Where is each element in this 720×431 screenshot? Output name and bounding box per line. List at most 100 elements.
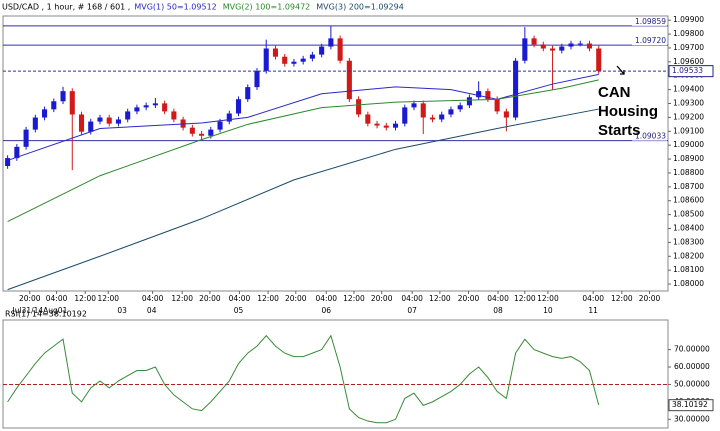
candle-body [171,111,177,120]
y-tick-label: 1.09900 [673,15,704,24]
y-tick-label: 1.09100 [673,126,704,135]
level-label-box [632,132,667,141]
y-tick-label: 1.08400 [673,224,704,233]
candle-body [429,117,436,120]
candle-body [272,48,279,57]
candle-body [60,91,66,102]
x-tick-label: 04:00 [229,294,251,303]
x-tick-label: 20:00 [458,294,480,303]
x-tick-label: 12:00 [74,294,96,303]
candle-body [439,114,445,120]
x-tick-label: 20:00 [285,294,307,303]
x-tick-label: 04:00 [487,294,509,303]
candle-body [559,46,565,51]
candle-body [23,129,29,147]
x-tick-label: 12:00 [97,294,119,303]
x-tick-label: 12:00 [514,294,536,303]
x-tick-label: 20:00 [19,294,41,303]
x-tick-label: 04:00 [46,294,68,303]
candle-body [245,87,251,100]
x-tick-label: 12:00 [611,294,633,303]
candle-body [457,105,463,110]
candle-body [337,38,343,61]
y-tick-label: 1.08500 [673,210,704,219]
candle-body [235,99,242,114]
y-tick-label: 1.08000 [673,279,704,288]
last-value-label: 38.10192 [672,400,708,409]
candle-body [162,103,168,112]
candle-body [503,111,509,118]
moving-average [7,108,599,291]
candle-body [42,109,48,118]
moving-average [7,79,599,223]
level-label: 1.09720 [635,36,666,45]
date-tick-label: 07 [407,306,417,315]
legend-entry: MVG(2) 100=1.09472 [223,3,311,12]
annotation: Housing [598,103,658,120]
level-label: 1.09033 [635,132,666,141]
y-tick-label: 1.09700 [673,43,704,52]
candle-body [69,91,75,115]
y-tick-label: 1.09600 [673,57,704,66]
level-label: 1.09859 [635,17,666,26]
moving-average [7,73,599,161]
date-tick-label: 05 [234,306,244,315]
y-tick-label: 70.00000 [674,345,710,354]
chart-title: USD/CAD , 1 hour, # 168 / 601 , [2,3,130,12]
rsi-line [7,334,600,424]
candle-body [282,56,288,64]
candle-body [485,91,491,100]
level-label-box [632,37,667,46]
date-tick-label: Jul31/14Aug01 [12,306,68,315]
candle-body [531,38,537,45]
x-tick-label: 12:00 [171,294,193,303]
candle-body [134,107,140,112]
candle-body [300,58,306,62]
x-tick-label: 04:00 [401,294,423,303]
candle-body [577,43,583,45]
candle-body [226,113,232,122]
candle-body [319,46,325,55]
candle-body [143,105,149,108]
candle-body [208,129,214,136]
level-label-box [632,17,667,26]
last-value-box [668,399,714,412]
y-tick-label: 1.08800 [673,168,704,177]
candle-body [411,103,417,108]
candle-body [392,123,399,128]
y-tick-label: 1.09200 [673,112,704,121]
candle-body [586,43,593,49]
legend-entry: MVG(1) 50=1.09512 [134,3,216,12]
candle-body [32,117,38,130]
candle-body [540,44,546,49]
candle-body [152,103,158,106]
date-tick-label: 03 [117,306,127,315]
y-tick-label: 1.08300 [673,237,704,246]
date-tick-label: 11 [588,306,598,315]
chart-title: RSI(1) 14=38.10192 [5,310,87,319]
y-tick-label: 1.09300 [673,99,704,108]
candle-body [365,114,371,124]
annotation: CAN [598,84,631,101]
y-tick-label: 1.08900 [673,154,704,163]
candle-body [254,70,260,88]
last-price-box [668,65,714,78]
y-tick-label: 1.08600 [673,196,704,205]
candle-body [328,38,334,47]
candle-body [88,121,94,132]
y-tick-label: 1.09800 [673,29,704,38]
candle-body [374,123,380,126]
candle-body [78,114,85,132]
candle-body [476,91,482,98]
candle-body [189,127,195,134]
candle-body [550,48,556,51]
candle-body [51,101,57,110]
candle-body [106,117,112,124]
price-panel [2,15,669,292]
date-tick-label: 10 [543,306,553,315]
x-tick-label: 20:00 [639,294,661,303]
candle-body [513,60,519,118]
x-tick-label: 20:00 [371,294,393,303]
